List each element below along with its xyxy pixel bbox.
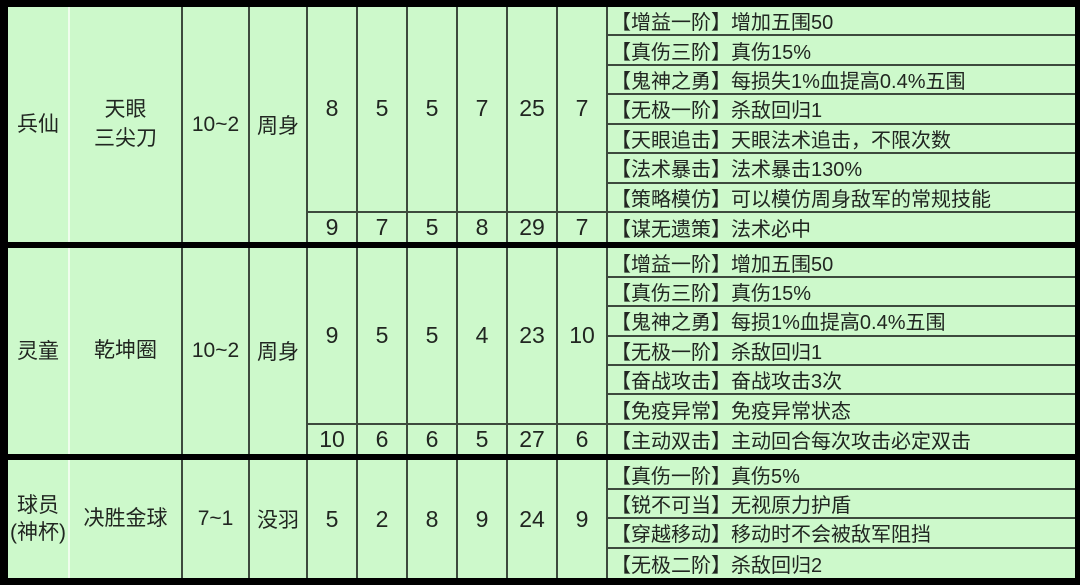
skill-cell[interactable]: 【增益一阶】增加五围50: [608, 7, 1075, 37]
stat-alt-cell[interactable]: 10: [308, 424, 358, 455]
skill-cell[interactable]: 【真伤三阶】真伤15%: [608, 36, 1075, 66]
stat-cell[interactable]: 5: [408, 248, 458, 425]
unit-block-qiuyuan: 球员 (神杯) 决胜金球 7~1 没羽 5 2 8 9 24 9 【真伤一阶】真…: [8, 460, 1075, 579]
skill-cell[interactable]: 【天眼追击】天眼法术追击，不限次数: [608, 125, 1075, 155]
stat-cell[interactable]: 7: [558, 7, 608, 213]
reach-type-cell[interactable]: 周身: [250, 248, 308, 455]
stat-alt-cell[interactable]: 9: [308, 212, 358, 243]
stat-cell[interactable]: 23: [508, 248, 558, 425]
unit-block-lingtong: 灵童 乾坤圈 10~2 周身 9 5 5 4 23 10 10 6 6 5 27…: [8, 248, 1075, 455]
stat-alt-cell[interactable]: 5: [458, 424, 508, 455]
stat-cell[interactable]: 4: [458, 248, 508, 425]
stat-alt-cell[interactable]: 7: [358, 212, 408, 243]
skill-cell[interactable]: 【真伤一阶】真伤5%: [608, 460, 1075, 490]
stat-alt-cell[interactable]: 27: [508, 424, 558, 455]
skill-cell[interactable]: 【奋战攻击】奋战攻击3次: [608, 366, 1075, 396]
skill-cell[interactable]: 【无极一阶】杀敌回归1: [608, 95, 1075, 125]
range-cell[interactable]: 10~2: [183, 248, 250, 455]
stat-cell[interactable]: 5: [358, 7, 408, 213]
skill-cell[interactable]: 【法术暴击】法术暴击130%: [608, 154, 1075, 184]
stat-cell[interactable]: 8: [308, 7, 358, 213]
skill-cell[interactable]: 【鬼神之勇】每损1%血提高0.4%五围: [608, 307, 1075, 337]
skill-cell[interactable]: 【锐不可当】无视原力护盾: [608, 490, 1075, 520]
stat-cell[interactable]: 5: [408, 7, 458, 213]
stat-cell[interactable]: 7: [458, 7, 508, 213]
stat-cell[interactable]: 10: [558, 248, 608, 425]
skill-cell[interactable]: 【谋无遗策】法术必中: [611, 219, 811, 242]
unit-name-cell[interactable]: 灵童: [8, 248, 70, 455]
stat-alt-cell[interactable]: 29: [508, 212, 558, 243]
stat-alt-cell[interactable]: 6: [558, 424, 608, 455]
stat-cell[interactable]: 2: [358, 460, 408, 579]
unit-block-bingxian: 兵仙 天眼 三尖刀 10~2 周身 8 5 5 7 25 7 9 7 5 8 2…: [8, 7, 1075, 243]
skill-cell[interactable]: 【无极二阶】杀敌回归2: [611, 554, 823, 577]
skill-cell[interactable]: 【无极一阶】杀敌回归1: [608, 337, 1075, 367]
weapon-cell[interactable]: 决胜金球: [70, 460, 183, 579]
range-cell[interactable]: 7~1: [183, 460, 250, 579]
skill-cell[interactable]: 【增益一阶】增加五围50: [608, 248, 1075, 278]
reach-type-cell[interactable]: 没羽: [250, 460, 308, 579]
stat-alt-cell[interactable]: 8: [458, 212, 508, 243]
weapon-cell[interactable]: 乾坤圈: [70, 248, 183, 455]
skill-cell[interactable]: 【策略模仿】可以模仿周身敌军的常规技能: [608, 184, 1075, 213]
stat-cell[interactable]: 25: [508, 7, 558, 213]
unit-name-cell[interactable]: 球员 (神杯): [8, 460, 70, 579]
stat-alt-cell[interactable]: 6: [358, 424, 408, 455]
reach-type-cell[interactable]: 周身: [250, 7, 308, 243]
stat-cell[interactable]: 5: [358, 248, 408, 425]
stat-alt-cell[interactable]: 7: [558, 212, 608, 243]
stat-cell[interactable]: 9: [558, 460, 608, 579]
stat-cell[interactable]: 5: [308, 460, 358, 579]
skill-cell[interactable]: 【免疫异常】免疫异常状态: [608, 395, 1075, 425]
stat-alt-cell[interactable]: 6: [408, 424, 458, 455]
unit-name-cell[interactable]: 兵仙: [8, 7, 70, 243]
stat-alt-cell[interactable]: 5: [408, 212, 458, 243]
skill-cell[interactable]: 【鬼神之勇】每损失1%血提高0.4%五围: [608, 66, 1075, 96]
skill-cell[interactable]: 【穿越移动】移动时不会被敌军阻挡: [608, 519, 1075, 549]
stat-cell[interactable]: 24: [508, 460, 558, 579]
stat-cell[interactable]: 9: [308, 248, 358, 425]
skill-cell[interactable]: 【主动双击】主动回合每次攻击必定双击: [611, 431, 971, 454]
range-cell[interactable]: 10~2: [183, 7, 250, 243]
stat-cell[interactable]: 9: [458, 460, 508, 579]
skill-cell[interactable]: 【真伤三阶】真伤15%: [608, 278, 1075, 308]
weapon-cell[interactable]: 天眼 三尖刀: [70, 7, 183, 243]
stat-cell[interactable]: 8: [408, 460, 458, 579]
